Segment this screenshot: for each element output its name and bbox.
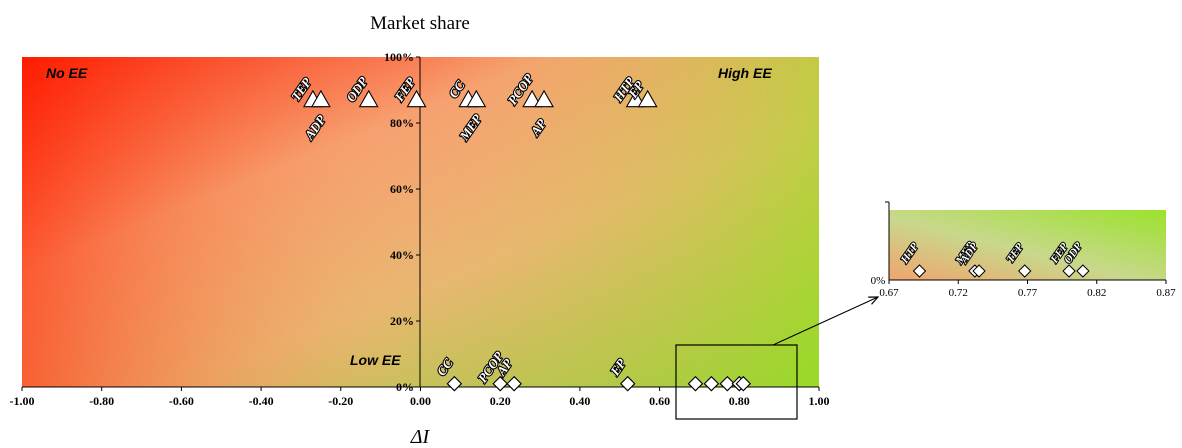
x-tick-label: -0.60 — [169, 394, 194, 408]
x-tick-label: -0.80 — [89, 394, 114, 408]
triangle-marker — [534, 89, 554, 108]
diamond-marker — [506, 375, 522, 392]
triangle-marker — [358, 89, 379, 108]
diamond-marker — [492, 375, 508, 392]
diamond-marker — [735, 375, 752, 392]
zoom-x-tick-label: 0.82 — [1087, 287, 1106, 299]
zoom-selection-box — [675, 344, 798, 420]
zoom-x-tick-label: 0.77 — [1018, 287, 1038, 299]
chart-title: Market share — [370, 13, 470, 34]
region-label-no-ee: No EE — [46, 65, 88, 81]
y-tick-label: 40% — [390, 248, 414, 262]
zoom-diamond-marker — [1018, 264, 1032, 278]
diamond-marker — [687, 375, 704, 392]
triangle-marker — [637, 89, 658, 108]
x-tick-label: -0.40 — [249, 394, 274, 408]
triangle-marker — [625, 89, 646, 108]
y-tick-label: 60% — [390, 182, 414, 196]
diamond-marker — [619, 375, 636, 392]
x-axis-label: ΔI — [410, 426, 431, 448]
zoom-diamond-marker — [972, 264, 986, 278]
x-tick-label: 0.80 — [729, 394, 750, 408]
diamond-marker — [703, 375, 720, 392]
zoom-x-ticks: 0.67 0.72 0.77 0.82 0.87 0% — [871, 275, 1176, 299]
zoom-diamond-marker — [1076, 264, 1090, 278]
triangle-marker — [406, 89, 427, 108]
triangle-marker — [466, 89, 487, 108]
x-tick-label: 0.60 — [649, 394, 670, 408]
triangle-marker — [310, 89, 331, 108]
region-label-high-ee: High EE — [718, 65, 772, 81]
x-tick-label: 1.00 — [809, 394, 830, 408]
x-tick-label: -1.00 — [10, 394, 35, 408]
y-tick-label: 20% — [390, 314, 414, 328]
zoom-x-tick-label: 0.72 — [949, 287, 968, 299]
x-tick-label: 0.00 — [410, 394, 431, 408]
y-tick-label: 80% — [390, 116, 414, 130]
zoom-diamond-marker — [912, 264, 927, 278]
x-ticks: -1.00 -0.80 -0.60 -0.40 -0.20 0.00 0.20 0.40 0.6… — [10, 387, 830, 408]
x-tick-label: -0.20 — [328, 394, 353, 408]
zoom-x-tick-label: 0.87 — [1156, 287, 1176, 299]
region-label-low-ee: Low EE — [350, 352, 401, 368]
zoom-diamond-marker — [1062, 264, 1076, 278]
zoom-y-tick-label: 0% — [871, 275, 886, 287]
triangle-marker — [522, 89, 543, 108]
zoom-arrow — [772, 297, 878, 346]
x-tick-label: 0.20 — [490, 394, 511, 408]
diamond-marker — [446, 375, 463, 392]
diamond-marker — [719, 375, 736, 392]
y-ticks: 0% 20% 40% 60% 80% 100% — [384, 50, 420, 394]
y-tick-label: 0% — [396, 380, 414, 394]
zoom-x-tick-label: 0.67 — [879, 287, 899, 299]
x-tick-label: 0.40 — [569, 394, 590, 408]
y-tick-label: 100% — [384, 50, 414, 64]
